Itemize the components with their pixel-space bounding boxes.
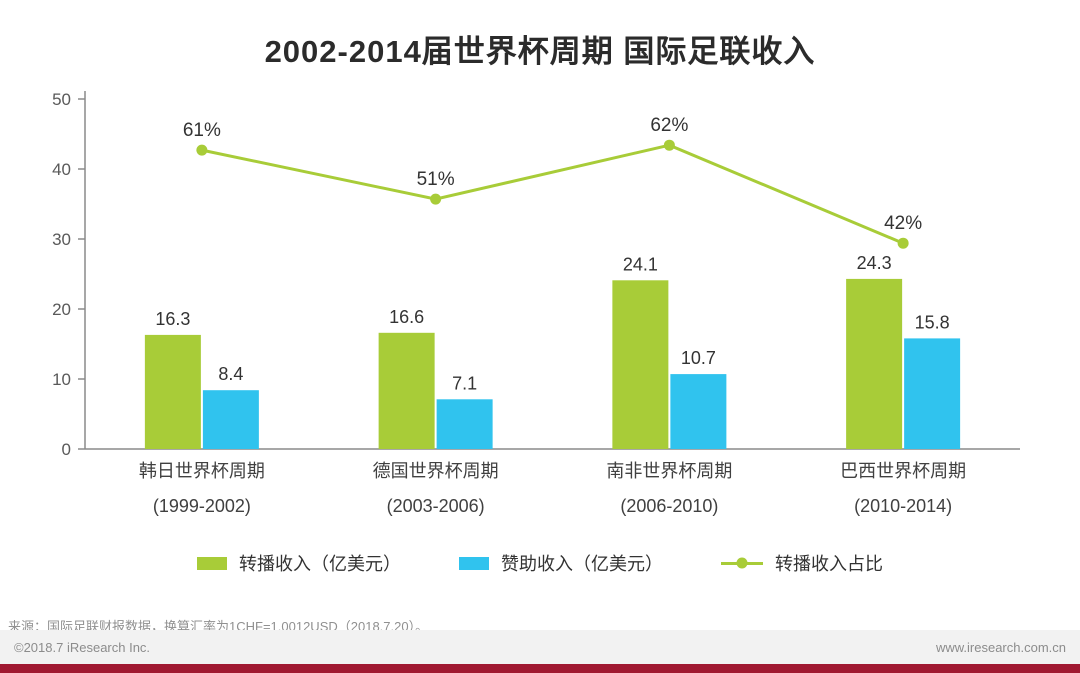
bottom-strip <box>0 664 1080 673</box>
line-point-label: 61% <box>183 120 221 141</box>
bar-value-label: 24.1 <box>623 254 658 274</box>
legend-item-share: 转播收入占比 <box>721 550 883 576</box>
bar-broadcast <box>378 332 435 449</box>
line-point <box>897 237 909 249</box>
broadcast-legend-swatch <box>197 556 227 570</box>
website: www.iresearch.com.cn <box>935 639 1066 655</box>
x-category-sublabel: (1999-2002) <box>153 496 251 516</box>
bar-value-label: 7.1 <box>452 373 477 393</box>
line-point <box>430 193 442 205</box>
bar-sponsor <box>904 338 961 449</box>
sponsor-legend-swatch <box>459 556 489 570</box>
y-tick-label: 20 <box>52 300 71 319</box>
bar-sponsor <box>202 390 259 449</box>
copyright: ©2018.7 iResearch Inc. <box>14 639 151 655</box>
page-title: 2002-2014届世界杯周期 国际足联收入 <box>264 34 816 69</box>
x-category-label: 南非世界杯周期 <box>606 461 732 481</box>
share-legend-dot <box>736 557 748 569</box>
bar-value-label: 16.6 <box>389 307 424 327</box>
bar-value-label: 16.3 <box>155 309 190 329</box>
bar-sponsor <box>436 399 493 449</box>
footer-bar: ©2018.7 iResearch Inc. www.iresearch.com… <box>0 630 1080 664</box>
bar-value-label: 8.4 <box>218 364 243 384</box>
line-point-label: 62% <box>650 115 688 136</box>
line-point <box>663 139 675 151</box>
line-point <box>196 144 208 156</box>
x-category-label: 德国世界杯周期 <box>373 461 499 481</box>
bar-broadcast <box>846 278 903 449</box>
bar-value-label: 24.3 <box>857 253 892 273</box>
x-category-sublabel: (2006-2010) <box>620 496 718 516</box>
bar-value-label: 10.7 <box>681 348 716 368</box>
x-category-sublabel: (2010-2014) <box>854 496 952 516</box>
line-point-label: 42% <box>884 213 922 234</box>
x-category-label: 韩日世界杯周期 <box>139 461 265 481</box>
chart-svg: 0 10 20 30 40 50 16.3 16.6 24.1 24.3 8.4 7.1 10.7 15.… <box>52 90 1020 516</box>
broadcast-share-line <box>201 143 904 245</box>
line-point-label: 51% <box>417 169 455 190</box>
legend: 转播收入（亿美元） 赞助收入（亿美元） 转播收入占比 <box>0 549 1080 577</box>
y-tick-label: 0 <box>62 440 71 459</box>
x-category-label: 巴西世界杯周期 <box>840 461 966 481</box>
y-tick-label: 40 <box>52 160 71 179</box>
x-category-sublabel: (2003-2006) <box>387 496 485 516</box>
bar-broadcast <box>612 280 669 449</box>
y-tick-label: 30 <box>52 230 71 249</box>
bar-sponsor <box>670 374 727 449</box>
legend-label-share: 转播收入占比 <box>775 554 883 574</box>
legend-item-broadcast: 转播收入（亿美元） <box>197 550 401 576</box>
bar-broadcast <box>144 334 201 449</box>
y-tick-label: 50 <box>52 90 71 109</box>
y-tick-label: 10 <box>52 370 71 389</box>
share-legend-line <box>721 557 763 569</box>
legend-label-broadcast: 转播收入（亿美元） <box>239 554 401 574</box>
legend-item-sponsor: 赞助收入（亿美元） <box>459 550 663 576</box>
bar-value-label: 15.8 <box>915 312 950 332</box>
legend-label-sponsor: 赞助收入（亿美元） <box>501 554 663 574</box>
